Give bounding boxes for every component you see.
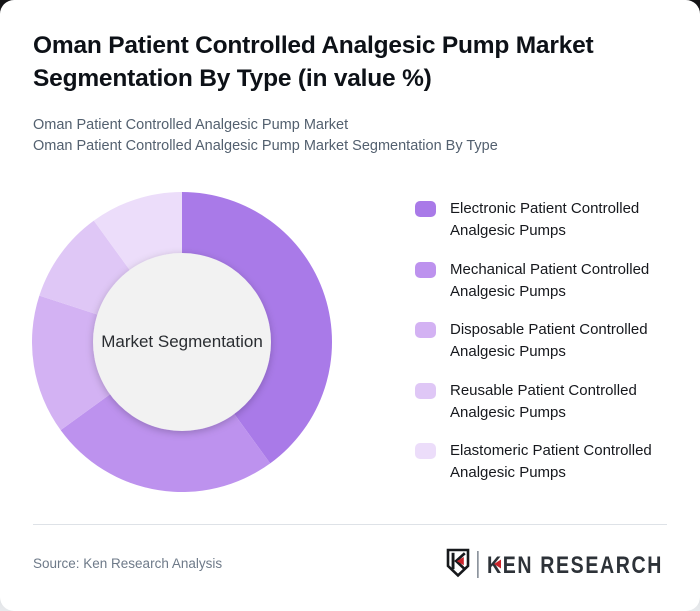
shield-k-icon [446,548,470,578]
legend-item[interactable]: Disposable Patient Controlled Analgesic … [415,319,680,363]
shield-red-triangle-icon [456,557,464,566]
legend-label: Reusable Patient Controlled Analgesic Pu… [450,381,637,421]
ken-research-logo: KEN RESEARCH [446,548,663,579]
chart-legend: Electronic Patient Controlled Analgesic … [415,198,680,484]
legend-swatch-icon [415,322,436,338]
legend-item[interactable]: Mechanical Patient Controlled Analgesic … [415,259,680,303]
chart-subtitle: Oman Patient Controlled Analgesic Pump M… [33,115,658,157]
page-title: Oman Patient Controlled Analgesic Pump M… [33,32,594,92]
wordmark-red-triangle-icon [494,559,501,569]
donut-chart[interactable] [32,192,332,492]
legend-label: Mechanical Patient Controlled Analgesic … [450,260,650,300]
legend-item[interactable]: Reusable Patient Controlled Analgesic Pu… [415,380,680,424]
legend-swatch-icon [415,201,436,217]
legend-item[interactable]: Electronic Patient Controlled Analgesic … [415,198,680,242]
brand-wordmark: KEN RESEARCH [487,552,663,579]
legend-swatch-icon [415,382,436,399]
logo-separator [477,551,479,578]
donut-chart-area: Market Segmentation [32,192,332,492]
legend-label: Electronic Patient Controlled Analgesic … [450,200,640,239]
footer-divider [33,524,667,525]
legend-swatch-icon [415,443,436,459]
legend-label: Elastomeric Patient Controlled Analgesic… [450,442,652,481]
legend-item[interactable]: Elastomeric Patient Controlled Analgesic… [415,440,680,484]
subtitle-line-1: Oman Patient Controlled Analgesic Pump M… [33,117,349,133]
legend-swatch-icon [415,261,436,278]
legend-label: Disposable Patient Controlled Analgesic … [450,321,648,360]
donut-center-circle [93,253,271,431]
source-note: Source: Ken Research Analysis [33,556,223,571]
subtitle-line-2: Oman Patient Controlled Analgesic Pump M… [33,138,498,154]
